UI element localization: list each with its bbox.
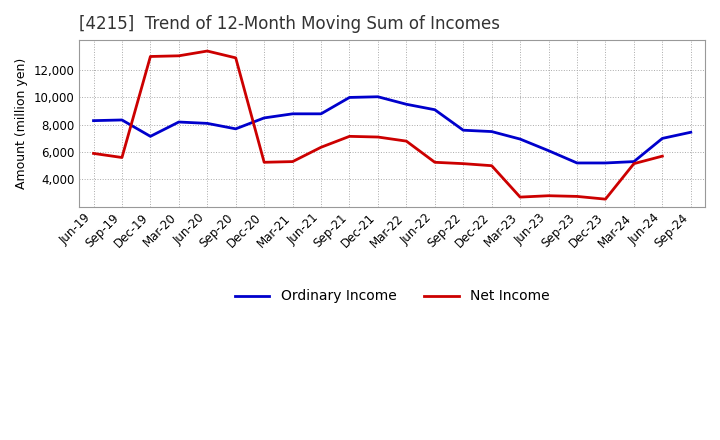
- Ordinary Income: [402, 102, 410, 107]
- Ordinary Income: [516, 136, 524, 142]
- Ordinary Income: [374, 94, 382, 99]
- Ordinary Income: [89, 118, 98, 123]
- Ordinary Income: [601, 160, 610, 165]
- Net Income: [431, 160, 439, 165]
- Net Income: [658, 154, 667, 159]
- Ordinary Income: [117, 117, 126, 123]
- Ordinary Income: [459, 128, 467, 133]
- Net Income: [374, 134, 382, 139]
- Ordinary Income: [203, 121, 212, 126]
- Net Income: [203, 48, 212, 54]
- Net Income: [231, 55, 240, 60]
- Line: Ordinary Income: Ordinary Income: [94, 97, 690, 163]
- Net Income: [402, 139, 410, 144]
- Net Income: [544, 193, 553, 198]
- Net Income: [345, 134, 354, 139]
- Ordinary Income: [629, 159, 638, 164]
- Ordinary Income: [572, 160, 581, 165]
- Legend: Ordinary Income, Net Income: Ordinary Income, Net Income: [229, 283, 555, 308]
- Ordinary Income: [146, 134, 155, 139]
- Net Income: [459, 161, 467, 166]
- Net Income: [487, 163, 496, 169]
- Ordinary Income: [174, 119, 183, 125]
- Ordinary Income: [345, 95, 354, 100]
- Ordinary Income: [658, 136, 667, 141]
- Y-axis label: Amount (million yen): Amount (million yen): [15, 58, 28, 189]
- Net Income: [572, 194, 581, 199]
- Net Income: [174, 53, 183, 59]
- Net Income: [317, 145, 325, 150]
- Line: Net Income: Net Income: [94, 51, 662, 199]
- Net Income: [146, 54, 155, 59]
- Net Income: [516, 194, 524, 200]
- Ordinary Income: [544, 148, 553, 153]
- Ordinary Income: [487, 129, 496, 134]
- Net Income: [89, 151, 98, 156]
- Ordinary Income: [317, 111, 325, 117]
- Net Income: [260, 160, 269, 165]
- Net Income: [117, 155, 126, 160]
- Text: [4215]  Trend of 12-Month Moving Sum of Incomes: [4215] Trend of 12-Month Moving Sum of I…: [79, 15, 500, 33]
- Net Income: [629, 161, 638, 166]
- Ordinary Income: [260, 115, 269, 121]
- Ordinary Income: [288, 111, 297, 117]
- Ordinary Income: [231, 126, 240, 132]
- Ordinary Income: [431, 107, 439, 112]
- Net Income: [288, 159, 297, 164]
- Net Income: [601, 197, 610, 202]
- Ordinary Income: [686, 130, 695, 135]
